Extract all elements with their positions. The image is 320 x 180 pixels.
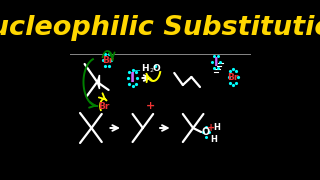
Text: −: − bbox=[133, 66, 140, 75]
Text: Br: Br bbox=[228, 73, 239, 82]
Text: H: H bbox=[214, 123, 220, 132]
Text: Br: Br bbox=[102, 55, 113, 64]
Text: +: + bbox=[146, 101, 156, 111]
Text: O: O bbox=[202, 127, 210, 137]
Text: +: + bbox=[207, 123, 215, 133]
Text: 2: 2 bbox=[149, 68, 153, 73]
Text: H: H bbox=[141, 64, 148, 73]
Polygon shape bbox=[97, 75, 100, 89]
Text: Br: Br bbox=[98, 102, 110, 111]
Text: I: I bbox=[214, 55, 218, 69]
Text: H: H bbox=[210, 136, 217, 145]
Text: I: I bbox=[130, 71, 135, 85]
Text: O: O bbox=[152, 64, 160, 73]
Text: Nucleophilic Substitution: Nucleophilic Substitution bbox=[0, 15, 320, 41]
